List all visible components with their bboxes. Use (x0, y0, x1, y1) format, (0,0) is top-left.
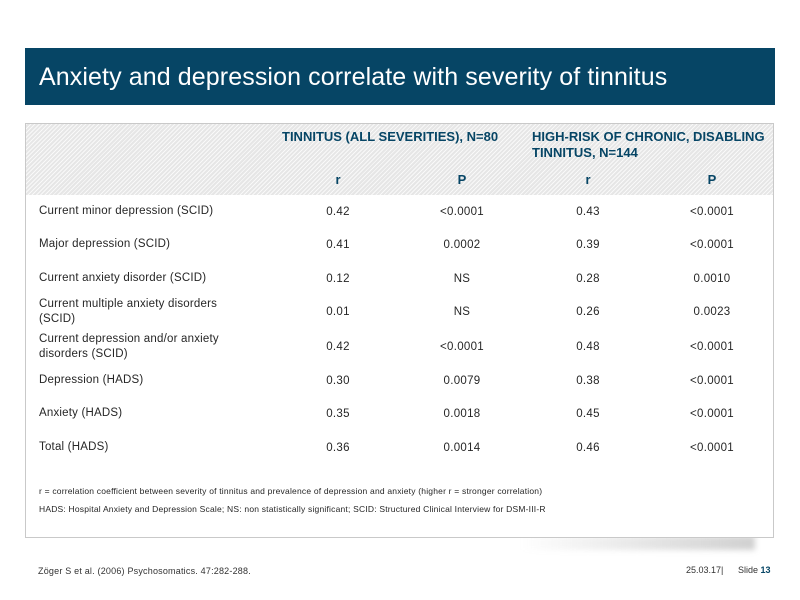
cell-p-high-risk: <0.0001 (690, 205, 734, 218)
row-label: Depression (HADS) (39, 374, 144, 386)
cell-r-high-risk: 0.48 (576, 340, 600, 353)
cell-p-all: NS (453, 272, 471, 285)
table-row: Total (HADS) 0.36 0.0014 0.46 <0.0001 (26, 431, 773, 464)
row-label: Total (HADS) (39, 441, 109, 453)
footnote-abbreviations: HADS: Hospital Anxiety and Depression Sc… (39, 504, 546, 514)
table-row: Current anxiety disorder (SCID) 0.12 NS … (26, 262, 773, 295)
cell-p-high-risk: 0.0023 (693, 305, 731, 318)
footer-reference: Zöger S et al. (2006) Psychosomatics. 47… (38, 566, 251, 576)
footer-date: 25.03.17| (686, 565, 724, 575)
table-row: Major depression (SCID) 0.41 0.0002 0.39… (26, 228, 773, 261)
row-label: Major depression (SCID) (39, 238, 171, 250)
table-row: Current multiple anxiety disorders (SCID… (26, 295, 773, 328)
table-row: Current depression and/or anxiety disord… (26, 330, 773, 363)
group-header-all-severities: TINNITUS (ALL SEVERITIES), N=80 (282, 129, 499, 144)
cell-r-high-risk: 0.45 (576, 407, 600, 420)
cell-r-high-risk: 0.28 (576, 272, 600, 285)
cell-r-high-risk: 0.38 (576, 374, 600, 387)
cell-p-all: 0.0079 (443, 374, 481, 387)
slide-title: Anxiety and depression correlate with se… (39, 63, 668, 91)
cell-p-all: <0.0001 (440, 205, 484, 218)
cell-p-all: 0.0014 (443, 441, 481, 454)
table-row: Current minor depression (SCID) 0.42 <0.… (26, 195, 773, 228)
cell-r-high-risk: 0.46 (576, 441, 600, 454)
results-table: TINNITUS (ALL SEVERITIES), N=80 HIGH-RIS… (25, 123, 774, 538)
cell-p-high-risk: <0.0001 (690, 340, 734, 353)
table-row: Depression (HADS) 0.30 0.0079 0.38 <0.00… (26, 364, 773, 397)
column-header-r: r (585, 172, 591, 187)
cell-r-all: 0.41 (326, 238, 350, 251)
cell-r-high-risk: 0.43 (576, 205, 600, 218)
cell-r-all: 0.01 (326, 305, 350, 318)
cell-r-high-risk: 0.39 (576, 238, 600, 251)
cell-r-all: 0.42 (326, 340, 350, 353)
title-bar: Anxiety and depression correlate with se… (25, 48, 775, 105)
cell-p-high-risk: <0.0001 (690, 407, 734, 420)
row-label: Current minor depression (SCID) (39, 205, 214, 217)
column-header-p: P (457, 172, 467, 187)
column-header-r: r (335, 172, 341, 187)
cell-r-all: 0.36 (326, 441, 350, 454)
cell-p-all: <0.0001 (440, 340, 484, 353)
cell-r-all: 0.12 (326, 272, 350, 285)
table-shadow (520, 536, 755, 550)
table-header: TINNITUS (ALL SEVERITIES), N=80 HIGH-RIS… (26, 124, 773, 195)
cell-p-high-risk: <0.0001 (690, 441, 734, 454)
cell-r-all: 0.30 (326, 374, 350, 387)
cell-r-all: 0.42 (326, 205, 350, 218)
slide-label: Slide (738, 565, 759, 575)
cell-r-all: 0.35 (326, 407, 350, 420)
cell-p-all: NS (453, 305, 471, 318)
slide-number: Slide 13 (738, 565, 771, 575)
column-header-p: P (707, 172, 717, 187)
cell-p-high-risk: 0.0010 (693, 272, 731, 285)
row-label: Anxiety (HADS) (39, 407, 123, 419)
cell-p-high-risk: <0.0001 (690, 374, 734, 387)
table-row: Anxiety (HADS) 0.35 0.0018 0.45 <0.0001 (26, 397, 773, 430)
row-label: Current anxiety disorder (SCID) (39, 272, 207, 284)
cell-p-all: 0.0018 (443, 407, 481, 420)
cell-r-high-risk: 0.26 (576, 305, 600, 318)
slide-number-value: 13 (760, 565, 771, 575)
group-header-high-risk: HIGH-RISK OF CHRONIC, DISABLING TINNITUS… (532, 129, 765, 160)
row-label: Current multiple anxiety disorders (SCID… (39, 297, 218, 325)
row-label: Current depression and/or anxiety disord… (39, 332, 219, 360)
footnote-correlation: r = correlation coefficient between seve… (39, 486, 543, 496)
cell-p-all: 0.0002 (443, 238, 481, 251)
cell-p-high-risk: <0.0001 (690, 238, 734, 251)
